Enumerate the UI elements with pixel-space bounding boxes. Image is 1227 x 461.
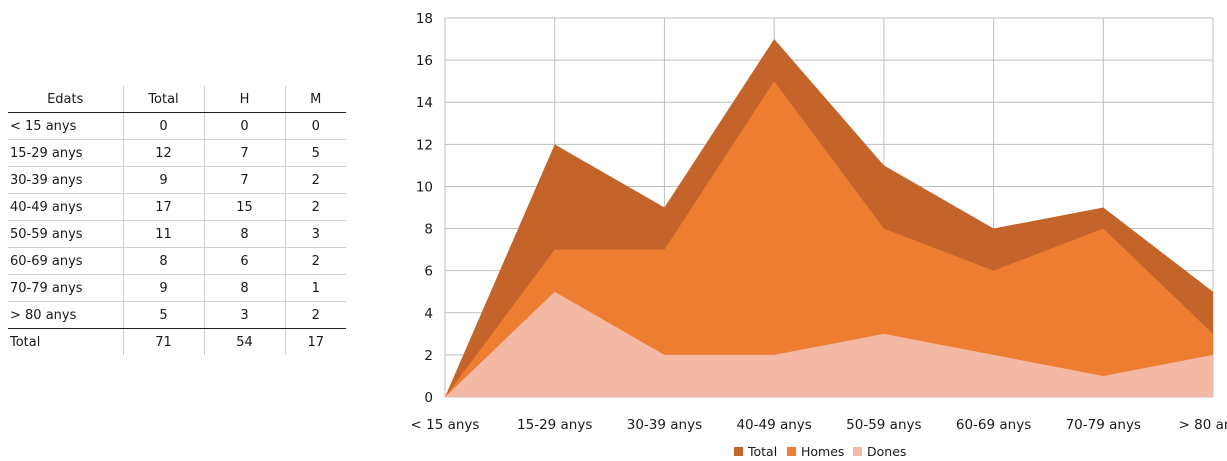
y-tick-label: 10: [416, 179, 433, 195]
area-homes: [445, 81, 1213, 398]
row-label: < 15 anys: [8, 112, 123, 140]
total-m: 17: [284, 328, 346, 355]
y-tick-label: 16: [416, 53, 433, 69]
legend-swatch-homes: [787, 447, 796, 456]
table-row: 15-29 anys 12 7 5: [8, 139, 346, 167]
x-tick-label: > 80 anys: [1179, 417, 1227, 433]
row-h: 8: [203, 220, 285, 248]
y-tick-label: 12: [416, 137, 433, 153]
row-h: 6: [203, 247, 285, 275]
table-row: 50-59 anys 11 8 3: [8, 220, 346, 248]
row-m: 5: [284, 139, 346, 167]
row-total: 5: [122, 301, 204, 329]
row-m: 2: [284, 166, 346, 194]
areas: [445, 39, 1213, 398]
row-m: 2: [284, 247, 346, 275]
row-h: 15: [203, 193, 285, 221]
table-row: 70-79 anys 9 8 1: [8, 274, 346, 302]
table-total-row: Total 71 54 17: [8, 328, 346, 355]
x-tick-label: < 15 anys: [411, 417, 480, 433]
row-h: 7: [203, 139, 285, 167]
legend-label-dones: Dones: [867, 444, 906, 459]
y-tick-label: 6: [424, 264, 433, 280]
row-label: > 80 anys: [8, 301, 123, 329]
y-tick-label: 14: [416, 95, 433, 111]
x-tick-label: 70-79 anys: [1066, 417, 1141, 433]
row-total: 9: [122, 274, 204, 302]
y-tick-label: 0: [424, 390, 433, 406]
row-label: 50-59 anys: [8, 220, 123, 248]
row-m: 0: [284, 112, 346, 140]
row-m: 3: [284, 220, 346, 248]
x-tick-label: 30-39 anys: [627, 417, 702, 433]
row-label: 70-79 anys: [8, 274, 123, 302]
row-total: 12: [122, 139, 204, 167]
header-h: H: [203, 86, 285, 113]
axes: 0 2 4 6 8 10 12 14 16 18 < 15 anys 15-29 anys 30-39 …: [411, 11, 1227, 433]
y-tick-label: 8: [424, 222, 433, 238]
table-row: 60-69 anys 8 6 2: [8, 247, 346, 275]
legend-swatch-total: [734, 447, 743, 456]
row-h: 7: [203, 166, 285, 194]
legend: Total Homes Dones: [734, 444, 906, 459]
row-total: 11: [122, 220, 204, 248]
row-label: 30-39 anys: [8, 166, 123, 194]
row-h: 8: [203, 274, 285, 302]
table-row: 30-39 anys 9 7 2: [8, 166, 346, 194]
table-row: > 80 anys 5 3 2: [8, 301, 346, 329]
row-total: 8: [122, 247, 204, 275]
legend-label-total: Total: [747, 444, 777, 459]
row-total: 9: [122, 166, 204, 194]
x-tick-label: 15-29 anys: [517, 417, 592, 433]
age-table: Edats Total H M < 15 anys 0 0 0 15-29 an…: [8, 86, 346, 355]
legend-label-homes: Homes: [801, 444, 844, 459]
table-row: < 15 anys 0 0 0: [8, 112, 346, 140]
header-m: M: [284, 86, 346, 113]
row-label: 15-29 anys: [8, 139, 123, 167]
row-total: 0: [122, 112, 204, 140]
row-h: 3: [203, 301, 285, 329]
x-tick-label: 50-59 anys: [846, 417, 921, 433]
y-tick-label: 4: [424, 306, 433, 322]
row-m: 2: [284, 301, 346, 329]
x-tick-label: 60-69 anys: [956, 417, 1031, 433]
legend-swatch-dones: [853, 447, 862, 456]
area-chart: 0 2 4 6 8 10 12 14 16 18 < 15 anys 15-29 anys 30-39 …: [411, 11, 1227, 459]
header-edats: Edats: [8, 86, 123, 113]
y-tick-label: 18: [416, 11, 433, 27]
row-label: 40-49 anys: [8, 193, 123, 221]
table-row: 40-49 anys 17 15 2: [8, 193, 346, 221]
row-m: 2: [284, 193, 346, 221]
total-label: Total: [10, 334, 41, 350]
row-m: 1: [284, 274, 346, 302]
x-tick-label: 40-49 anys: [736, 417, 811, 433]
total-total: 71: [122, 328, 204, 355]
total-h: 54: [203, 328, 285, 355]
row-total: 17: [122, 193, 204, 221]
header-total: Total: [122, 86, 204, 113]
area-dones: [445, 291, 1213, 397]
row-h: 0: [203, 112, 285, 140]
row-label: 60-69 anys: [8, 247, 123, 275]
y-tick-label: 2: [424, 348, 433, 364]
table-header-row: Edats Total H M: [8, 86, 346, 113]
